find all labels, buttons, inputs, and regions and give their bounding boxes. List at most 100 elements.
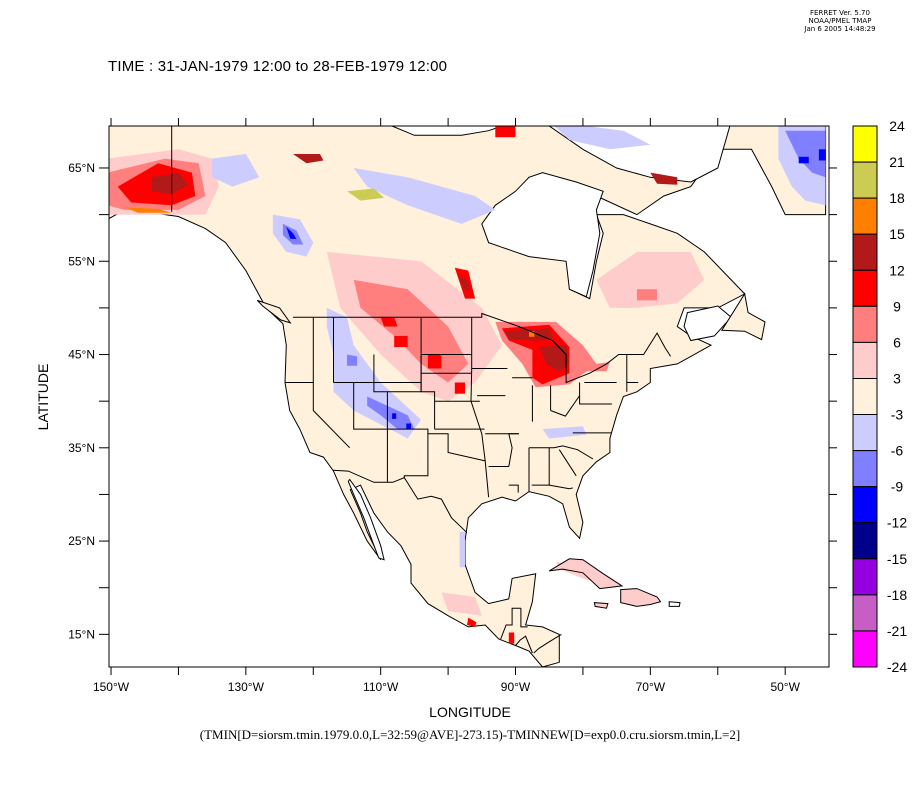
political-border bbox=[520, 608, 528, 628]
x-tick-label: 130°W bbox=[228, 680, 265, 694]
colorbar-bin bbox=[852, 125, 878, 163]
colorbar-label: 15 bbox=[889, 226, 905, 242]
y-tick-label: 15°N bbox=[68, 627, 95, 641]
anomaly-patch bbox=[539, 345, 570, 372]
x-tick-label: 90°W bbox=[501, 680, 531, 694]
political-border bbox=[427, 433, 486, 462]
anomaly-patch bbox=[212, 154, 260, 187]
colorbar-bin bbox=[852, 161, 878, 199]
political-border bbox=[470, 317, 490, 498]
political-border bbox=[508, 484, 519, 493]
stamp-version: FERRET Ver. 5.70 bbox=[810, 9, 870, 17]
political-border bbox=[332, 469, 468, 534]
anomaly-patch bbox=[427, 354, 442, 369]
newfoundland-island bbox=[720, 292, 766, 341]
anomaly-patch bbox=[508, 632, 515, 644]
anomaly-patch bbox=[459, 531, 465, 568]
colorbar-bin bbox=[852, 269, 878, 307]
political-border bbox=[293, 312, 672, 384]
colorbar-bin bbox=[852, 558, 878, 596]
anomaly-patch bbox=[785, 130, 826, 178]
anomaly-patch bbox=[367, 396, 415, 430]
jamaica-island bbox=[593, 602, 609, 609]
anomaly-patch bbox=[650, 172, 678, 185]
colorbar-label: 9 bbox=[893, 298, 901, 314]
hispaniola-island bbox=[620, 588, 662, 607]
puerto-rico-island bbox=[668, 601, 681, 607]
anomaly-patch bbox=[353, 168, 496, 224]
anomaly-patch bbox=[542, 426, 587, 439]
anomaly-patch bbox=[467, 617, 477, 627]
colorbar-label: -3 bbox=[891, 407, 904, 423]
anomaly-patch bbox=[798, 156, 809, 164]
colorbar-label: 21 bbox=[889, 154, 905, 170]
colorbar-bin bbox=[852, 450, 878, 488]
cuba-island bbox=[548, 558, 624, 590]
stamp-date: Jan 6 2005 14:48:29 bbox=[804, 25, 876, 33]
anomaly-patch bbox=[406, 423, 411, 430]
anomaly-patch bbox=[394, 335, 408, 348]
stamp-org: NOAA/PMEL TMAP bbox=[808, 17, 872, 25]
political-border bbox=[549, 484, 573, 490]
y-tick-label: 45°N bbox=[68, 348, 95, 362]
map-field bbox=[109, 126, 827, 667]
anomaly-patch bbox=[454, 382, 465, 394]
colorbar-bin bbox=[852, 378, 878, 416]
arctic-water bbox=[390, 126, 504, 136]
gulf-of-california bbox=[347, 478, 385, 561]
colorbar-label: 3 bbox=[893, 371, 901, 387]
colorbar-label: 24 bbox=[889, 118, 905, 134]
y-axis-label: LATITUDE bbox=[35, 364, 51, 431]
political-border bbox=[553, 445, 594, 460]
colorbar-bin bbox=[852, 305, 878, 343]
x-tick-label: 70°W bbox=[636, 680, 666, 694]
political-border bbox=[579, 382, 612, 405]
colorbar-label: 12 bbox=[889, 262, 905, 278]
political-border bbox=[500, 607, 521, 640]
x-tick-label: 150°W bbox=[93, 680, 130, 694]
x-tick-label: 50°W bbox=[770, 680, 800, 694]
ferret-stamp: FERRET Ver. 5.70 NOAA/PMEL TMAP Jan 6 20… bbox=[770, 9, 910, 33]
y-tick-label: 25°N bbox=[68, 534, 95, 548]
x-axis-label: LONGITUDE bbox=[429, 704, 511, 720]
st-lawrence-gulf bbox=[683, 305, 732, 342]
political-border bbox=[515, 635, 533, 654]
political-border bbox=[353, 382, 388, 483]
colorbar-label: -24 bbox=[887, 659, 907, 675]
anomaly-patch bbox=[458, 275, 471, 292]
colorbar-label: -6 bbox=[891, 443, 904, 459]
political-border bbox=[550, 395, 581, 417]
x-tick-label: 110°W bbox=[363, 680, 399, 694]
colorbar-label: -9 bbox=[891, 479, 904, 495]
colorbar-bin bbox=[852, 486, 878, 524]
y-tick-label: 65°N bbox=[68, 161, 95, 175]
colorbar-bin bbox=[852, 630, 878, 668]
colorbar-label: 6 bbox=[893, 334, 901, 350]
y-tick-label: 35°N bbox=[68, 441, 95, 455]
colorbar-label: -18 bbox=[887, 587, 907, 603]
political-border bbox=[558, 449, 577, 477]
colorbar-label: -21 bbox=[887, 623, 907, 639]
anomaly-patch bbox=[495, 126, 516, 138]
vancouver-island-island bbox=[256, 299, 292, 324]
anomaly-patch bbox=[286, 226, 297, 239]
anomaly-patch bbox=[380, 317, 398, 327]
colorbar-bin bbox=[852, 233, 878, 271]
anomaly-patch bbox=[293, 154, 324, 164]
y-tick-label: 55°N bbox=[68, 254, 95, 268]
colorbar-bin bbox=[852, 341, 878, 379]
y-axis: 65°N 55°N 45°N 35°N 25°N 15°N bbox=[68, 161, 837, 641]
colorbar-label: -12 bbox=[887, 515, 907, 531]
anomaly-patch bbox=[347, 188, 385, 201]
political-border bbox=[508, 433, 519, 467]
political-border bbox=[312, 382, 351, 449]
colorbar-bin bbox=[852, 594, 878, 632]
political-border bbox=[386, 391, 429, 478]
plot-title: TIME : 31-JAN-1979 12:00 to 28-FEB-1979 … bbox=[108, 58, 448, 75]
anomaly-patch bbox=[151, 172, 189, 195]
anomaly-patch bbox=[818, 149, 826, 161]
anomaly-patch bbox=[636, 289, 658, 301]
colorbar-label: -15 bbox=[887, 551, 907, 567]
anomaly-patch bbox=[392, 413, 397, 419]
x-axis: 150°W 130°W 110°W 90°W 70°W 50°W bbox=[93, 118, 801, 694]
